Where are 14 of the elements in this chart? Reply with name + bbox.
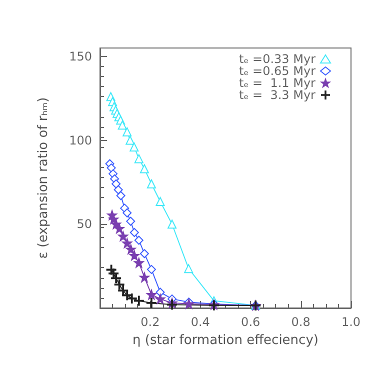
x-axis-title: η (star formation effeciency) bbox=[132, 333, 318, 348]
y-tick-label: 150 bbox=[69, 49, 92, 64]
y-tick-label: 100 bbox=[69, 133, 92, 148]
legend-label: tₑ =0.65 Myr bbox=[239, 64, 316, 78]
y-axis-title: ε (expansion ratio of rₕₘ) bbox=[36, 97, 51, 259]
x-tick-label: 0.2 bbox=[140, 315, 160, 329]
x-tick-label: 0.8 bbox=[291, 315, 310, 329]
legend-label: tₑ =0.33 Myr bbox=[239, 52, 316, 66]
legend-label: tₑ = 3.3 Myr bbox=[239, 88, 316, 102]
x-tick-label: 0.6 bbox=[241, 315, 260, 329]
y-tick-label: 50 bbox=[76, 217, 92, 232]
x-tick-label: 1.0 bbox=[341, 315, 361, 329]
x-tick-label: 0.4 bbox=[190, 315, 210, 329]
legend-label: tₑ = 1.1 Myr bbox=[239, 76, 316, 90]
